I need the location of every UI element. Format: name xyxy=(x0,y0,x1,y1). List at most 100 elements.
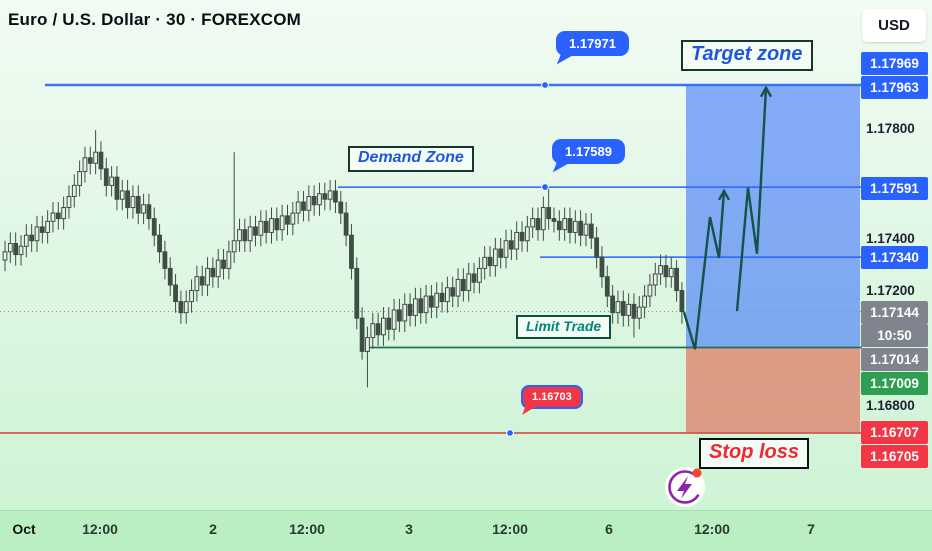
arrow-head-icon xyxy=(717,188,731,201)
target-price-balloon[interactable]: 1.17971 xyxy=(556,31,629,69)
candle-down xyxy=(311,195,317,206)
candle-up xyxy=(205,267,210,286)
anchor-dot[interactable] xyxy=(541,183,549,191)
candle-down xyxy=(242,229,248,242)
candle-down xyxy=(567,218,573,233)
candle-up xyxy=(562,218,568,231)
candle-down xyxy=(354,267,360,319)
candle-up xyxy=(66,195,72,209)
candle-down xyxy=(450,287,456,297)
candle-down xyxy=(519,231,525,242)
candle-up xyxy=(247,226,253,242)
candle-up xyxy=(668,267,674,278)
candle-down xyxy=(397,309,402,322)
candle-down xyxy=(98,151,104,170)
projection-2[interactable] xyxy=(735,87,768,312)
target-zone-label[interactable]: Target zone xyxy=(681,40,813,71)
time-tick: 12:00 xyxy=(492,521,528,537)
symbol-title[interactable]: Euro / U.S. Dollar · 30 · FOREXCOM xyxy=(8,10,302,29)
candle-down xyxy=(599,256,605,278)
axis-tick-17400: 1.17400 xyxy=(866,231,915,246)
candle-down xyxy=(55,212,61,220)
candle-down xyxy=(679,290,685,313)
candle-up xyxy=(636,306,642,319)
candle-down xyxy=(199,276,205,286)
candle-up xyxy=(194,276,200,292)
candle-up xyxy=(130,195,136,209)
candle-down xyxy=(221,259,226,269)
candle-up xyxy=(226,251,232,269)
candle-up xyxy=(652,273,658,286)
anchor-dot[interactable] xyxy=(541,81,549,89)
projection-1[interactable] xyxy=(682,190,726,350)
candle-down xyxy=(359,317,365,352)
candle-down xyxy=(407,303,413,316)
demand-zone-label[interactable]: Demand Zone xyxy=(348,146,474,172)
candle-down xyxy=(343,212,349,236)
axis-label-entry[interactable]: 1.17009 xyxy=(861,372,928,395)
axis-label-last-price[interactable]: 1.17144 xyxy=(861,301,928,324)
candle-down xyxy=(338,201,344,214)
time-tick: 12:00 xyxy=(289,521,325,537)
currency-button[interactable]: USD xyxy=(862,9,926,42)
limit-trade-label[interactable]: Limit Trade xyxy=(516,315,612,339)
candle-up xyxy=(647,284,653,297)
candle-up xyxy=(290,212,296,225)
candle-down xyxy=(508,240,514,250)
axis-label-target-upper[interactable]: 1.17969 xyxy=(861,52,928,75)
candle-up xyxy=(327,190,333,200)
candle-up xyxy=(317,193,322,206)
axis-label-target-lower[interactable]: 1.17963 xyxy=(861,76,928,99)
candle-down xyxy=(620,301,626,316)
candle-up xyxy=(77,171,83,186)
candle-up xyxy=(269,218,274,233)
candle-down xyxy=(418,298,424,314)
candle-up xyxy=(365,337,370,352)
stop-loss-label[interactable]: Stop loss xyxy=(699,438,810,469)
demand-price-balloon[interactable]: 1.17589 xyxy=(552,139,625,177)
axis-label-mid[interactable]: 1.17340 xyxy=(861,246,928,269)
candle-down xyxy=(375,323,381,336)
candle-down xyxy=(535,218,541,231)
candle-down xyxy=(210,267,216,278)
axis-label-stop-lower[interactable]: 1.16705 xyxy=(861,445,928,468)
time-axis[interactable]: Oct 12:00 2 12:00 3 12:00 6 12:00 7 xyxy=(0,510,932,551)
candle-up xyxy=(402,303,408,322)
candle-up xyxy=(444,287,450,303)
candle-up xyxy=(2,251,8,261)
axis-tick-17200: 1.17200 xyxy=(866,283,915,298)
candle-down xyxy=(498,248,504,258)
candle-up xyxy=(482,256,488,269)
axis-tick-16800: 1.16800 xyxy=(866,398,915,413)
candle-down xyxy=(285,215,290,225)
candle-up xyxy=(455,278,461,297)
stop-price-balloon[interactable]: 1.16703 xyxy=(521,385,583,419)
candle-down xyxy=(39,226,45,233)
axis-tick-17800: 1.17800 xyxy=(866,121,915,136)
candle-up xyxy=(71,184,77,197)
axis-label-limit[interactable]: 1.17014 xyxy=(861,348,928,371)
candle-up xyxy=(423,295,429,314)
lightning-bolt-icon xyxy=(677,476,692,499)
arrow-head-icon xyxy=(759,85,773,98)
candle-down xyxy=(151,218,157,236)
candle-down xyxy=(333,190,338,203)
axis-label-stop-upper[interactable]: 1.16707 xyxy=(861,421,928,444)
candle-down xyxy=(429,295,434,308)
sticker-dot xyxy=(692,468,702,478)
candle-up xyxy=(141,204,146,214)
candle-down xyxy=(87,157,93,164)
target-zone-rect[interactable] xyxy=(686,85,860,348)
candle-down xyxy=(386,317,392,330)
axis-label-countdown: 10:50 xyxy=(861,324,928,347)
stop-zone-rect[interactable] xyxy=(686,347,860,433)
candle-up xyxy=(109,176,114,186)
candle-up xyxy=(34,226,40,242)
candle-up xyxy=(93,151,99,164)
candle-down xyxy=(604,276,610,297)
anchor-dot[interactable] xyxy=(506,429,514,437)
candle-up xyxy=(18,245,24,256)
axis-label-demand[interactable]: 1.17591 xyxy=(861,177,928,200)
